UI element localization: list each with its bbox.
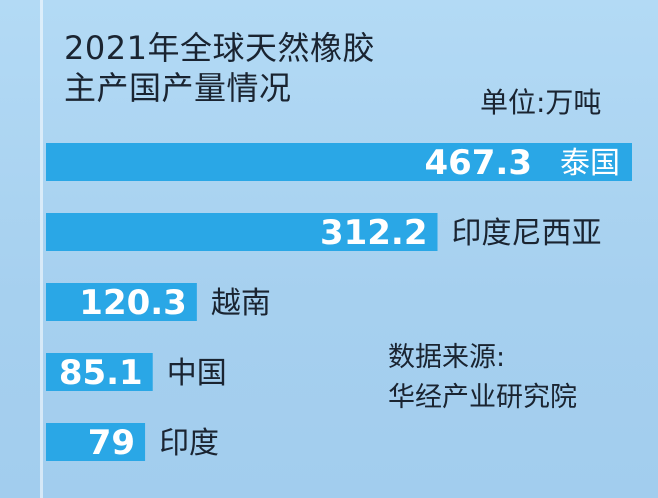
bar-4 bbox=[46, 353, 153, 391]
bar-3 bbox=[46, 283, 197, 321]
bar-value-label-4: 85.1 bbox=[59, 353, 143, 393]
bar-value-label-5: 79 bbox=[88, 423, 135, 463]
unit-label: 单位:万吨 bbox=[480, 86, 602, 119]
category-label-4: 中国 bbox=[167, 356, 227, 391]
category-label-5: 印度 bbox=[159, 426, 219, 461]
category-label-2: 印度尼西亚 bbox=[452, 216, 602, 251]
category-label-1: 泰国 bbox=[560, 146, 620, 181]
bar-1 bbox=[46, 143, 632, 181]
bar-2 bbox=[46, 213, 438, 251]
chart-title: 2021年全球天然橡胶 主产国产量情况 bbox=[64, 29, 375, 107]
category-label-3: 越南 bbox=[211, 286, 271, 321]
bar-value-label-2: 312.2 bbox=[320, 213, 428, 253]
bar-value-label-1: 467.3 bbox=[424, 143, 532, 183]
source-label: 数据来源: 华经产业研究院 bbox=[388, 342, 577, 413]
bar-value-label-3: 120.3 bbox=[79, 283, 187, 323]
bar-5 bbox=[46, 423, 146, 461]
left-border-line bbox=[40, 0, 43, 498]
